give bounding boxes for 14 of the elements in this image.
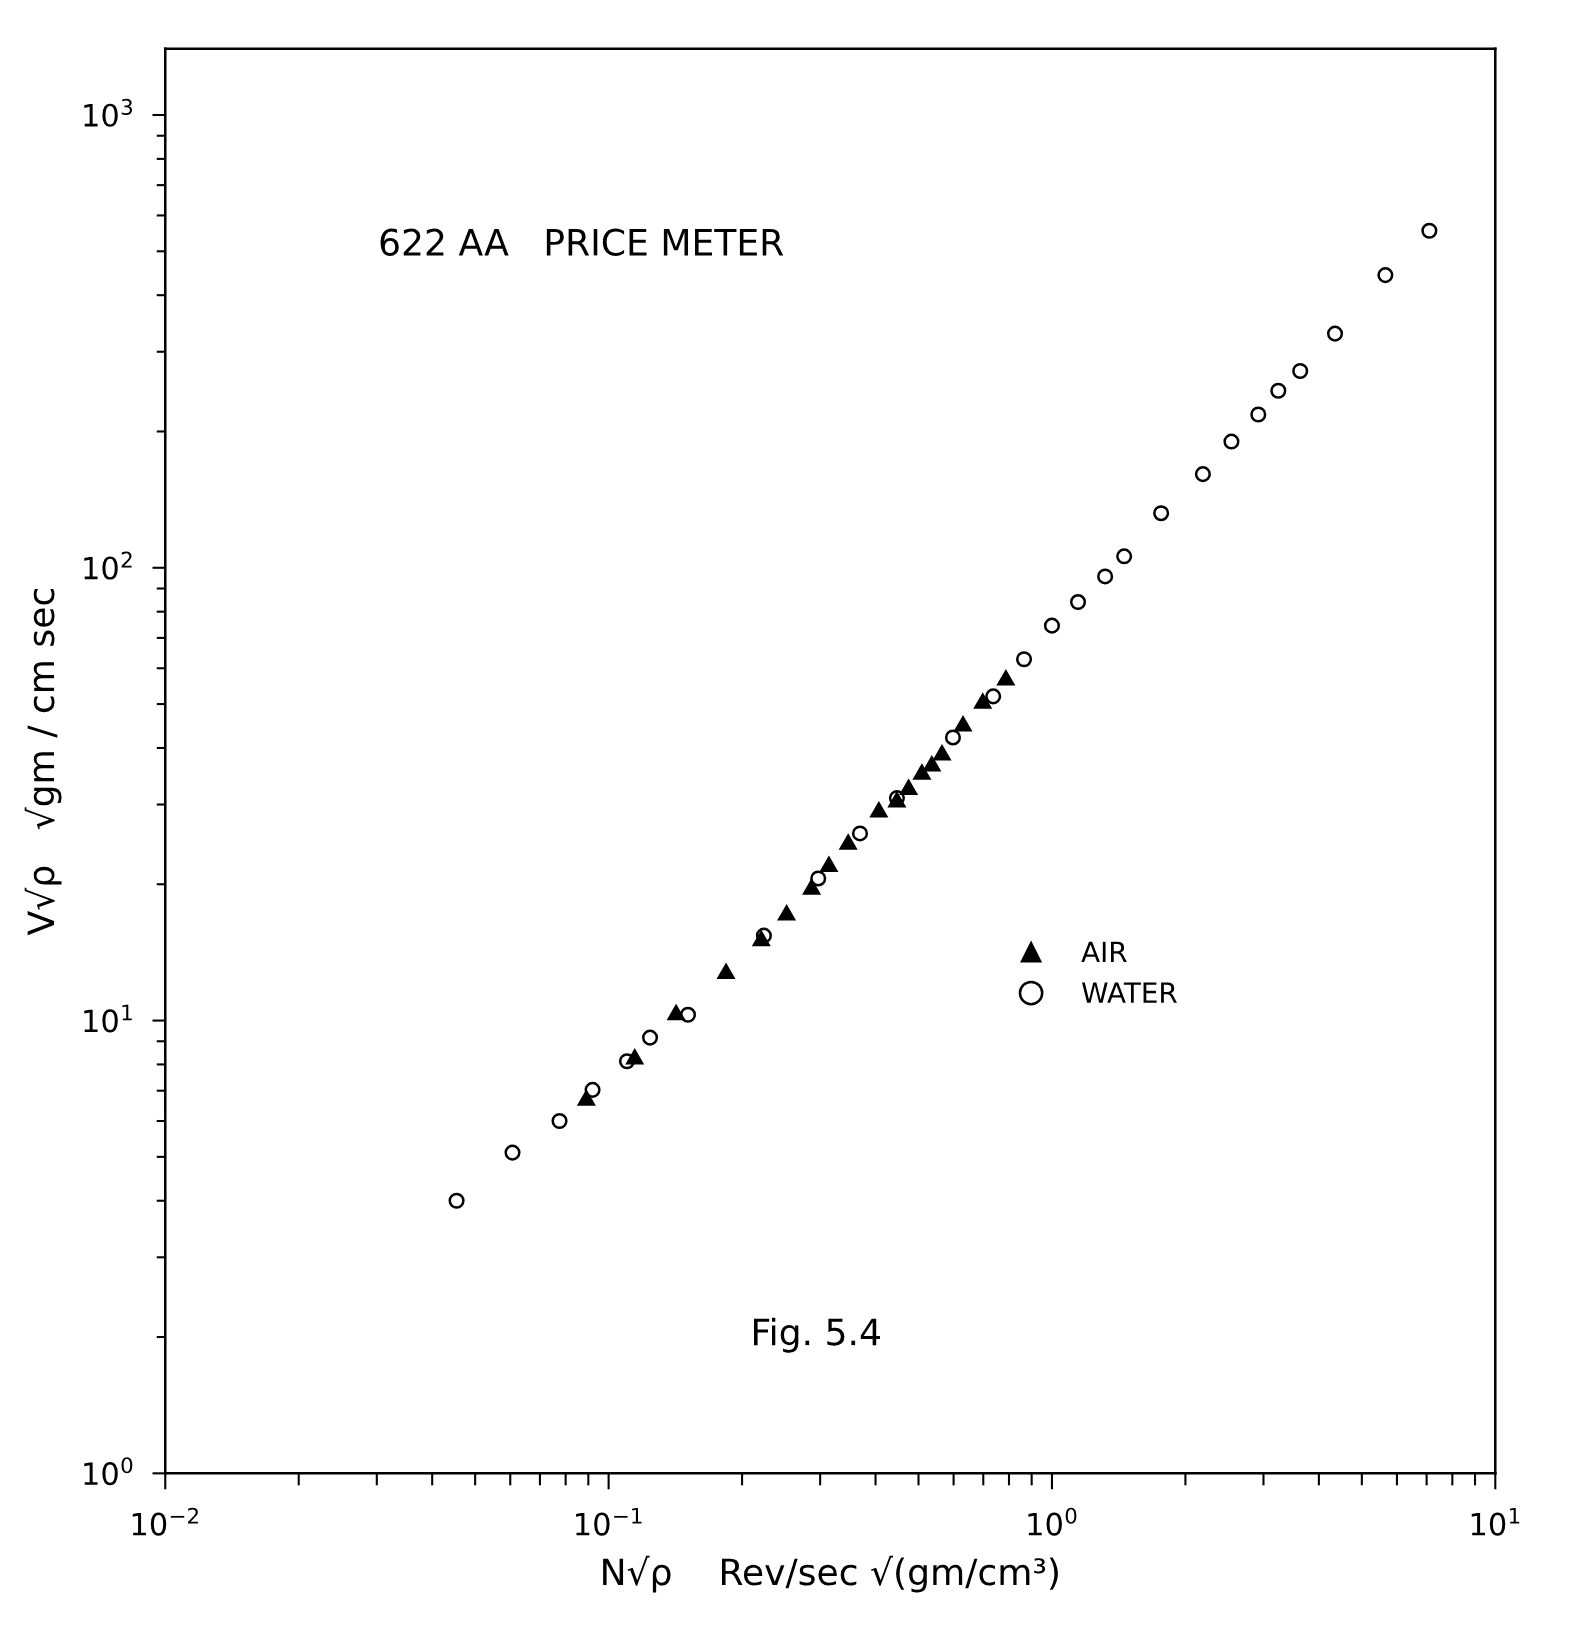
legend-label: WATER: [1082, 982, 1177, 1003]
annotation: 622 AA PRICE METER: [380, 228, 784, 256]
annotation: Fig. 5.4: [754, 1317, 880, 1353]
x-tick-label: 10$^{−1}$: [576, 1507, 642, 1536]
y-tick-label: 10$^{0}$: [84, 1457, 133, 1486]
y-axis-title: V√ρ √gm / cm sec: [24, 588, 62, 936]
x-tick-label: 10$^{−2}$: [132, 1507, 198, 1536]
y-tick-label: 10$^{3}$: [84, 98, 132, 127]
x-tick-label: 10$^{1}$: [1471, 1507, 1520, 1536]
x-tick-label: 10$^{0}$: [1028, 1507, 1077, 1536]
x-axis-title: N√ρ Rev/sec √(gm/cm³): [603, 1555, 1058, 1593]
legend-label: AIR: [1081, 941, 1127, 963]
y-tick-label: 10$^{2}$: [84, 551, 132, 580]
y-tick-label: 10$^{1}$: [84, 1004, 132, 1033]
